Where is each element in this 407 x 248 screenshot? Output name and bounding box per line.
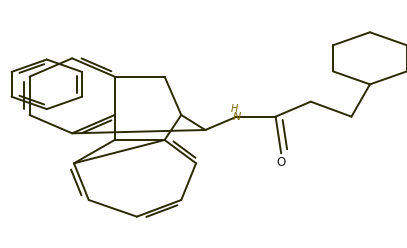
- Text: O: O: [276, 156, 286, 169]
- Text: H: H: [231, 104, 239, 114]
- Text: N: N: [232, 112, 241, 122]
